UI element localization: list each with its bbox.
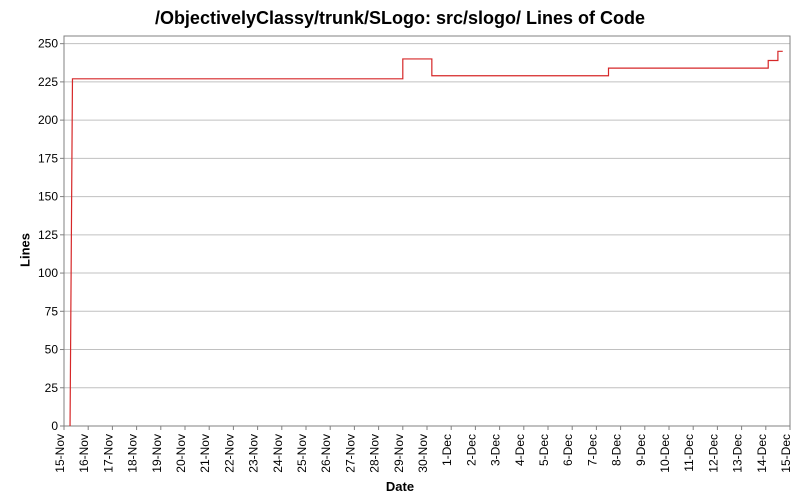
ytick-label: 175 [38, 151, 58, 165]
xtick-label: 22-Nov [222, 434, 236, 473]
xtick-label: 5-Dec [537, 434, 551, 466]
loc-chart: /ObjectivelyClassy/trunk/SLogo: src/slog… [0, 0, 800, 500]
xtick-label: 2-Dec [464, 434, 478, 466]
xtick-label: 11-Dec [682, 434, 696, 472]
ytick-label: 50 [45, 343, 59, 357]
xtick-label: 30-Nov [416, 434, 430, 473]
xtick-label: 19-Nov [150, 434, 164, 473]
xtick-label: 8-Dec [610, 434, 624, 466]
xtick-label: 24-Nov [271, 434, 285, 473]
xtick-label: 16-Nov [77, 434, 91, 473]
xtick-label: 3-Dec [489, 434, 503, 466]
ytick-label: 150 [38, 190, 58, 204]
xtick-label: 15-Dec [779, 434, 793, 473]
xtick-label: 1-Dec [440, 434, 454, 466]
loc-line [70, 51, 783, 426]
xtick-label: 25-Nov [295, 434, 309, 473]
xtick-label: 29-Nov [392, 434, 406, 473]
xtick-label: 9-Dec [634, 434, 648, 466]
xtick-label: 28-Nov [368, 434, 382, 473]
xtick-label: 7-Dec [585, 434, 599, 466]
xtick-label: 18-Nov [126, 434, 140, 473]
xtick-label: 4-Dec [513, 434, 527, 466]
xtick-label: 15-Nov [53, 434, 67, 473]
xtick-label: 12-Dec [706, 434, 720, 473]
xtick-label: 14-Dec [755, 434, 769, 473]
xtick-label: 6-Dec [561, 434, 575, 466]
xtick-label: 10-Dec [658, 434, 672, 473]
xtick-label: 23-Nov [247, 434, 261, 473]
ytick-label: 75 [45, 304, 59, 318]
xtick-label: 26-Nov [319, 434, 333, 473]
ytick-label: 250 [38, 37, 58, 51]
xtick-label: 13-Dec [731, 434, 745, 473]
chart-svg: 0 25 50 75 100 125 150 175 200 225 250 15-Nov 16-Nov… [0, 0, 800, 500]
plot-border [64, 36, 790, 426]
ytick-label: 225 [38, 75, 58, 89]
ytick-label: 0 [51, 419, 58, 433]
ytick-label: 125 [38, 228, 58, 242]
ytick-label: 100 [38, 266, 58, 280]
ytick-label: 25 [45, 381, 59, 395]
xtick-label: 17-Nov [101, 434, 115, 473]
xtick-label: 20-Nov [174, 434, 188, 473]
xtick-label: 27-Nov [343, 434, 357, 473]
xtick-label: 21-Nov [198, 434, 212, 473]
ytick-label: 200 [38, 113, 58, 127]
